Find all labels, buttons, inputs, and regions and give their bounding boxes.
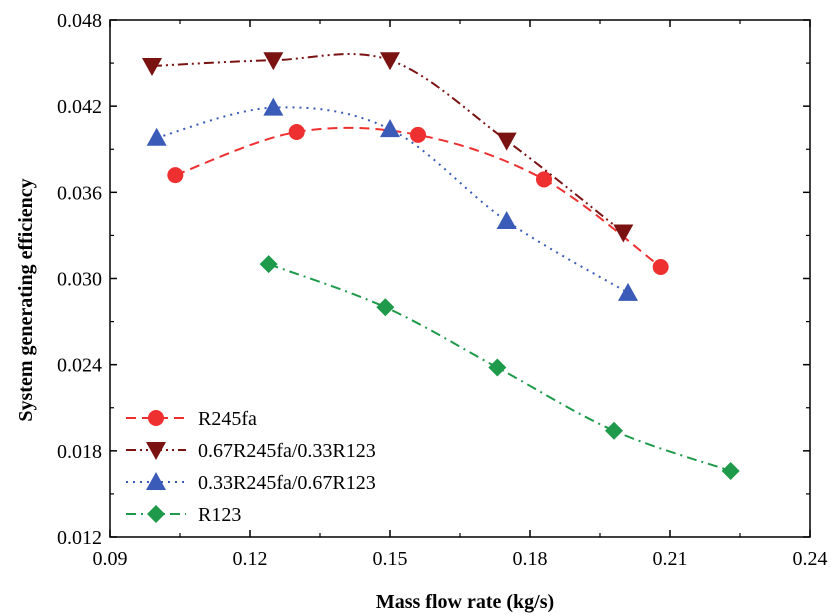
series-3 xyxy=(259,255,740,480)
data-point xyxy=(496,211,517,230)
legend-label: R123 xyxy=(198,504,241,526)
x-tick-label: 0.15 xyxy=(373,548,408,570)
data-point xyxy=(605,421,623,440)
y-tick-label: 0.012 xyxy=(57,527,102,549)
data-point xyxy=(613,224,634,243)
y-tick-label: 0.048 xyxy=(57,10,102,32)
data-point xyxy=(536,171,552,188)
y-tick-label: 0.042 xyxy=(57,96,102,118)
data-point xyxy=(380,52,400,71)
data-point xyxy=(618,282,638,301)
series-2 xyxy=(146,97,638,301)
data-point xyxy=(263,52,284,71)
x-tick-label: 0.12 xyxy=(233,548,268,570)
legend-marker xyxy=(146,442,166,460)
data-point xyxy=(263,97,284,116)
legend-label: 0.67R245fa/0.33R123 xyxy=(198,440,376,462)
x-tick-label: 0.21 xyxy=(653,548,688,570)
y-axis-title: System generating efficiency xyxy=(15,178,37,421)
series-line xyxy=(151,53,624,234)
data-point xyxy=(652,259,669,276)
series-0 xyxy=(167,124,669,276)
plot-area: 0.09 0.12 0.15 0.18 0.21 0.24 0.012 0.018 0.024 0… xyxy=(57,10,828,570)
data-point xyxy=(259,255,278,274)
series-line xyxy=(174,126,662,268)
series-1 xyxy=(142,52,634,243)
x-axis-title: Mass flow rate (kg/s) xyxy=(376,591,554,613)
data-point xyxy=(410,126,426,143)
data-point xyxy=(380,119,400,138)
legend-item: R123 xyxy=(126,504,241,526)
data-point xyxy=(142,57,162,76)
y-tick-label: 0.018 xyxy=(57,441,102,463)
data-point xyxy=(167,167,184,184)
legend-item: 0.33R245fa/0.67R123 xyxy=(126,472,376,494)
y-tick-label: 0.036 xyxy=(57,182,102,204)
legend-item: R245fa xyxy=(126,408,257,430)
legend-marker xyxy=(147,505,165,523)
y-tick-label: 0.024 xyxy=(57,355,102,377)
x-tick-label: 0.24 xyxy=(793,548,828,570)
legend-marker xyxy=(148,410,164,426)
legend-marker xyxy=(146,472,166,490)
series-layer xyxy=(142,52,740,480)
series-line xyxy=(156,106,629,294)
data-point xyxy=(496,132,517,151)
x-tick-label: 0.09 xyxy=(93,548,128,570)
legend: R245fa 0.67R245fa/0.33R123 0.33R245fa/0.67… xyxy=(126,408,376,526)
legend-label: 0.33R245fa/0.67R123 xyxy=(198,472,376,494)
x-tick-label: 0.18 xyxy=(513,548,548,570)
data-point xyxy=(488,358,507,377)
legend-label: R245fa xyxy=(198,408,257,430)
data-point xyxy=(146,127,167,146)
legend-item: 0.67R245fa/0.33R123 xyxy=(126,440,376,462)
data-point xyxy=(376,298,395,317)
data-point xyxy=(288,124,305,141)
y-tick-label: 0.030 xyxy=(57,269,102,291)
data-point xyxy=(721,461,740,480)
